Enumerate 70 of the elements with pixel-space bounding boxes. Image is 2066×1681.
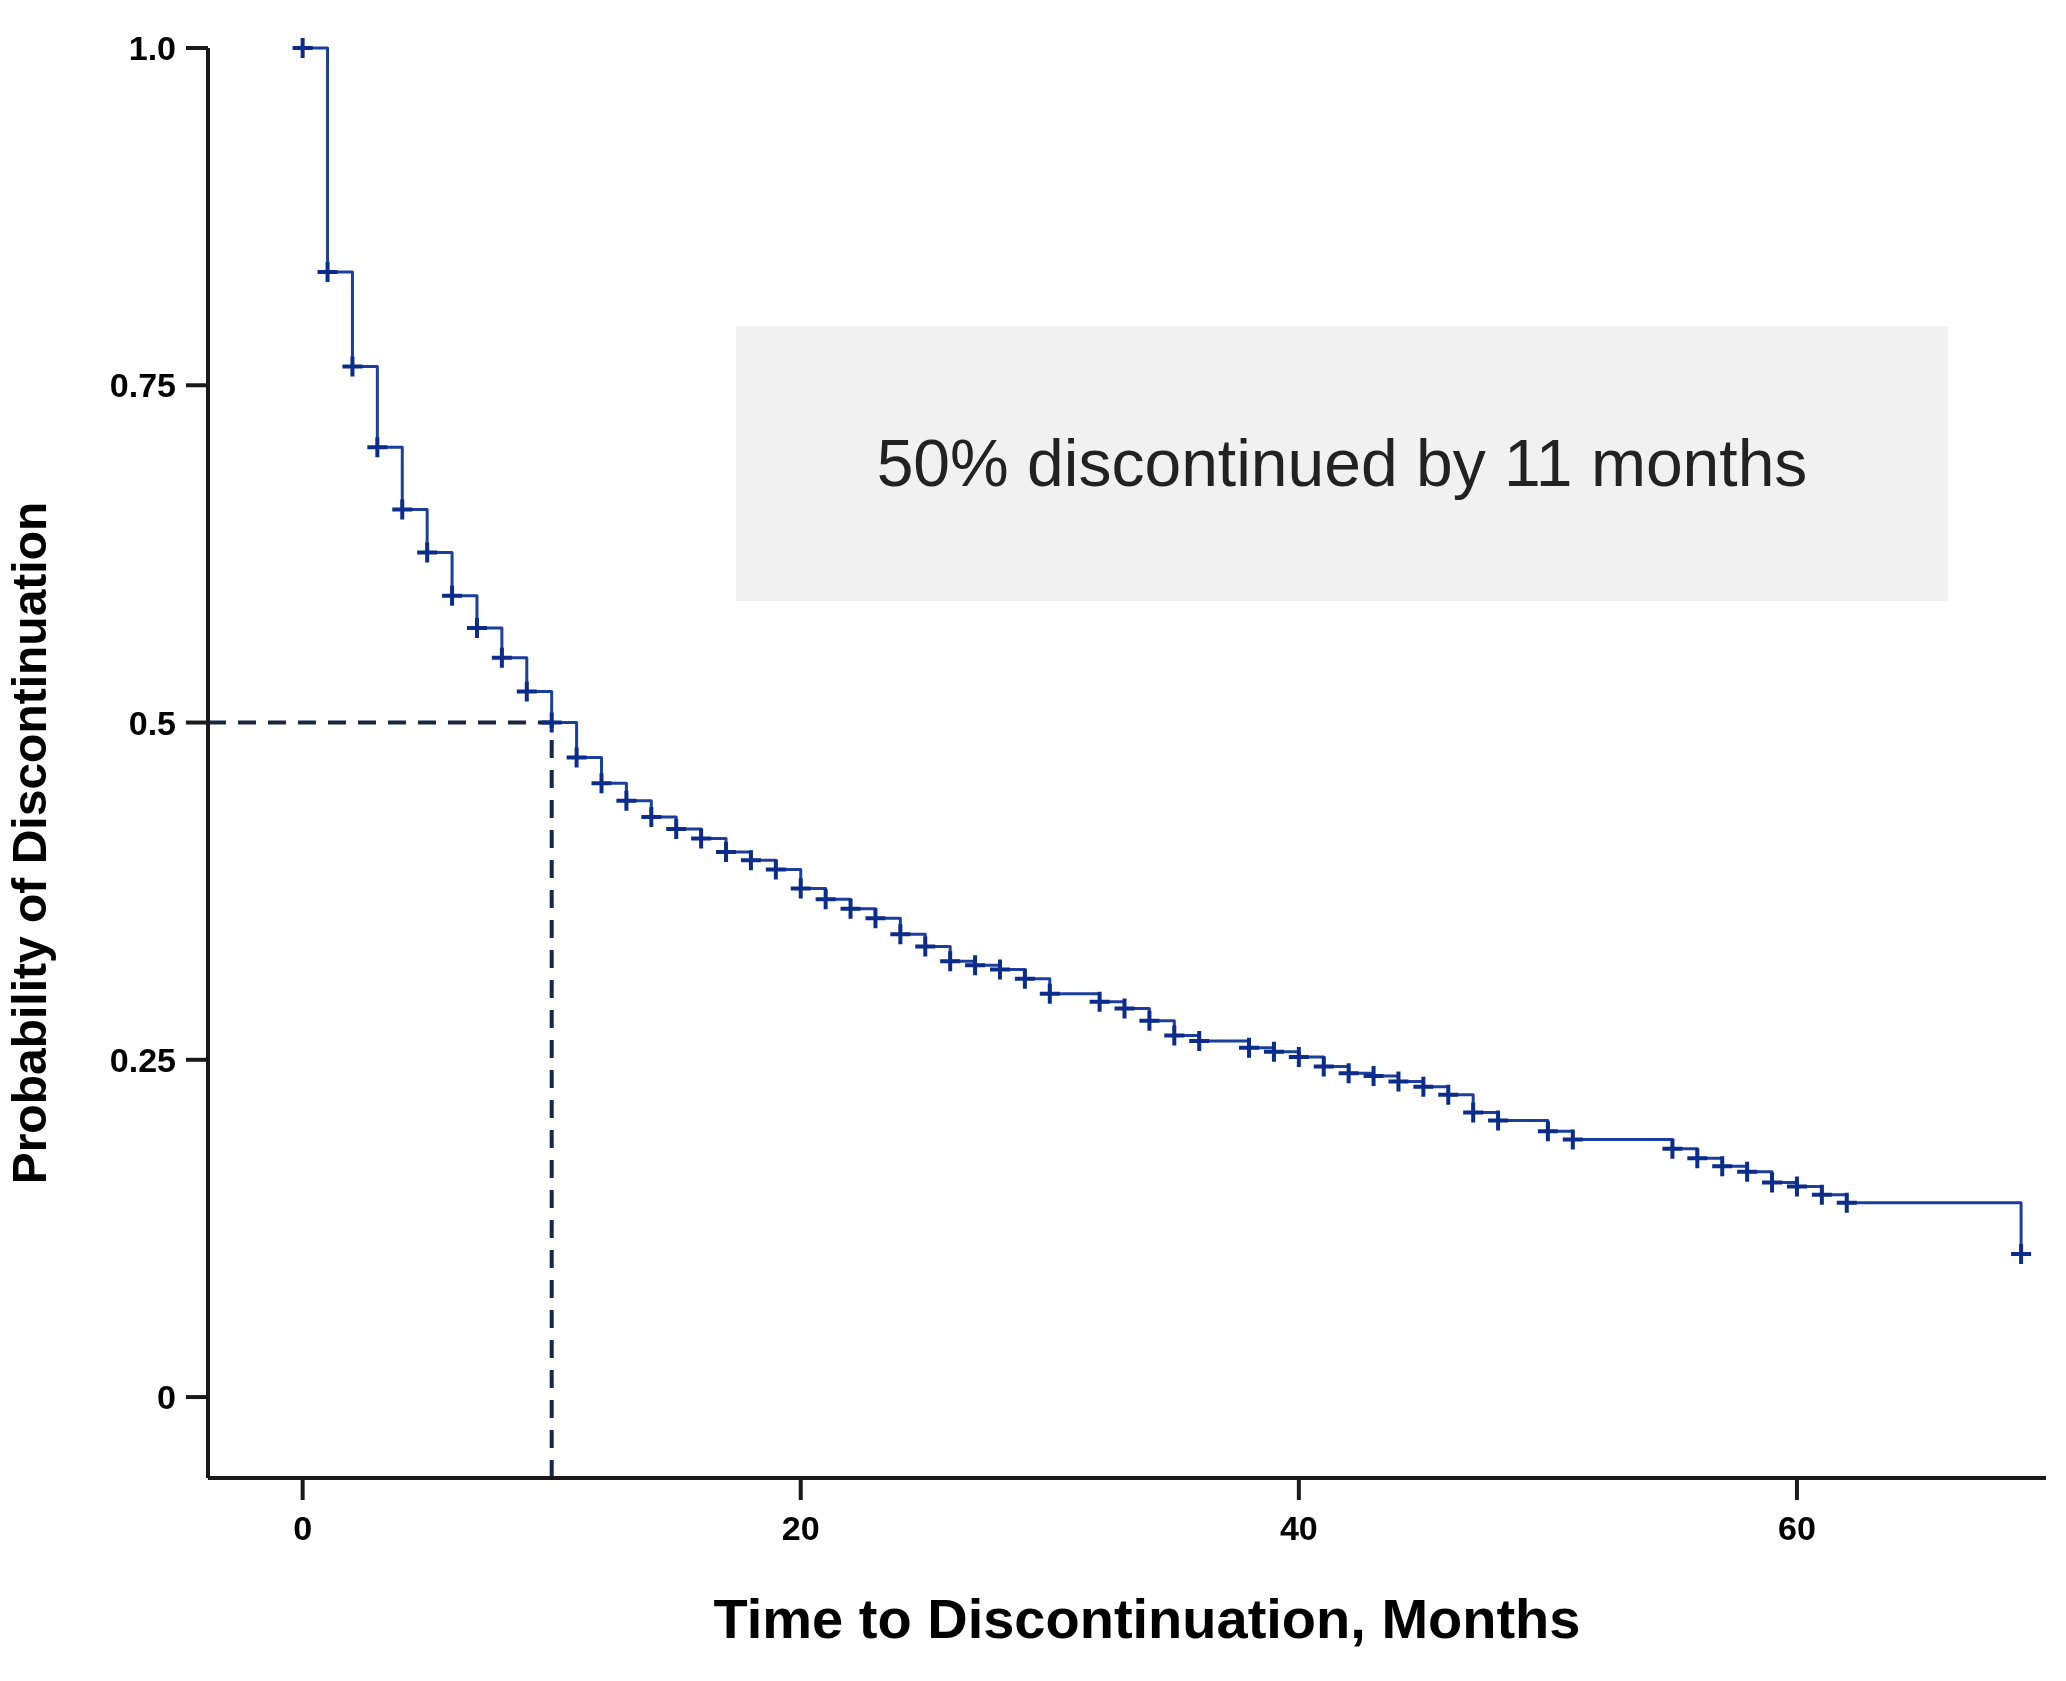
point xyxy=(989,959,1010,980)
point xyxy=(292,38,313,58)
y-tick-label: 1.0 xyxy=(128,29,176,67)
point xyxy=(890,924,911,945)
point xyxy=(1786,1176,1807,1197)
point xyxy=(591,773,612,794)
point xyxy=(442,585,463,606)
point xyxy=(840,898,861,919)
x-axis-title: Time to Discontinuation, Months xyxy=(713,1587,1581,1650)
point xyxy=(1288,1047,1309,1068)
point xyxy=(317,261,338,282)
point xyxy=(1189,1030,1210,1051)
point xyxy=(1662,1138,1683,1159)
point xyxy=(815,889,836,910)
point xyxy=(940,951,961,972)
point xyxy=(466,618,487,639)
point xyxy=(865,908,886,929)
point xyxy=(1039,983,1060,1004)
point xyxy=(2011,1244,2032,1265)
point xyxy=(1239,1037,1260,1058)
point xyxy=(1164,1025,1185,1046)
y-tick-label: 0.5 xyxy=(128,703,176,742)
point xyxy=(1463,1102,1484,1123)
y-tick-label: 0 xyxy=(157,1378,176,1417)
point xyxy=(1139,1010,1160,1031)
point xyxy=(1687,1148,1708,1169)
point xyxy=(541,712,562,733)
annotation: 50% discontinued by 11 months xyxy=(876,426,1808,500)
point xyxy=(641,806,662,827)
point xyxy=(915,936,936,957)
point xyxy=(1114,998,1135,1019)
point xyxy=(691,828,712,849)
point xyxy=(616,790,637,811)
point xyxy=(566,747,587,768)
point xyxy=(1562,1129,1583,1150)
y-axis-title: Probability of Discontinuation xyxy=(3,501,56,1185)
point xyxy=(1014,968,1035,989)
point xyxy=(1537,1121,1558,1142)
point xyxy=(765,859,786,880)
point xyxy=(1263,1041,1284,1062)
point xyxy=(1089,991,1110,1012)
x-tick-label: 60 xyxy=(1778,1509,1816,1547)
x-tick-label: 40 xyxy=(1279,1509,1318,1547)
point xyxy=(790,878,811,899)
point xyxy=(1413,1076,1434,1097)
point xyxy=(1388,1071,1409,1092)
y-tick-label: 0.25 xyxy=(109,1040,176,1079)
point xyxy=(716,842,737,863)
point xyxy=(1737,1161,1758,1182)
point xyxy=(516,681,537,702)
x-tick-label: 20 xyxy=(781,1509,820,1547)
point xyxy=(392,499,413,520)
point xyxy=(1836,1192,1857,1213)
point xyxy=(1488,1110,1509,1131)
point xyxy=(1438,1084,1459,1105)
point xyxy=(1712,1156,1733,1177)
point xyxy=(1363,1065,1384,1086)
y-tick-label: 0.75 xyxy=(109,366,176,405)
point xyxy=(491,647,512,668)
point xyxy=(740,850,761,871)
point xyxy=(1811,1184,1832,1205)
point xyxy=(1338,1063,1359,1084)
point xyxy=(342,356,363,377)
point xyxy=(1762,1172,1783,1193)
point xyxy=(965,955,986,976)
x-tick-label: 0 xyxy=(293,1509,313,1547)
point xyxy=(1313,1056,1334,1077)
point xyxy=(417,542,438,563)
point xyxy=(666,819,687,840)
point xyxy=(367,437,388,458)
